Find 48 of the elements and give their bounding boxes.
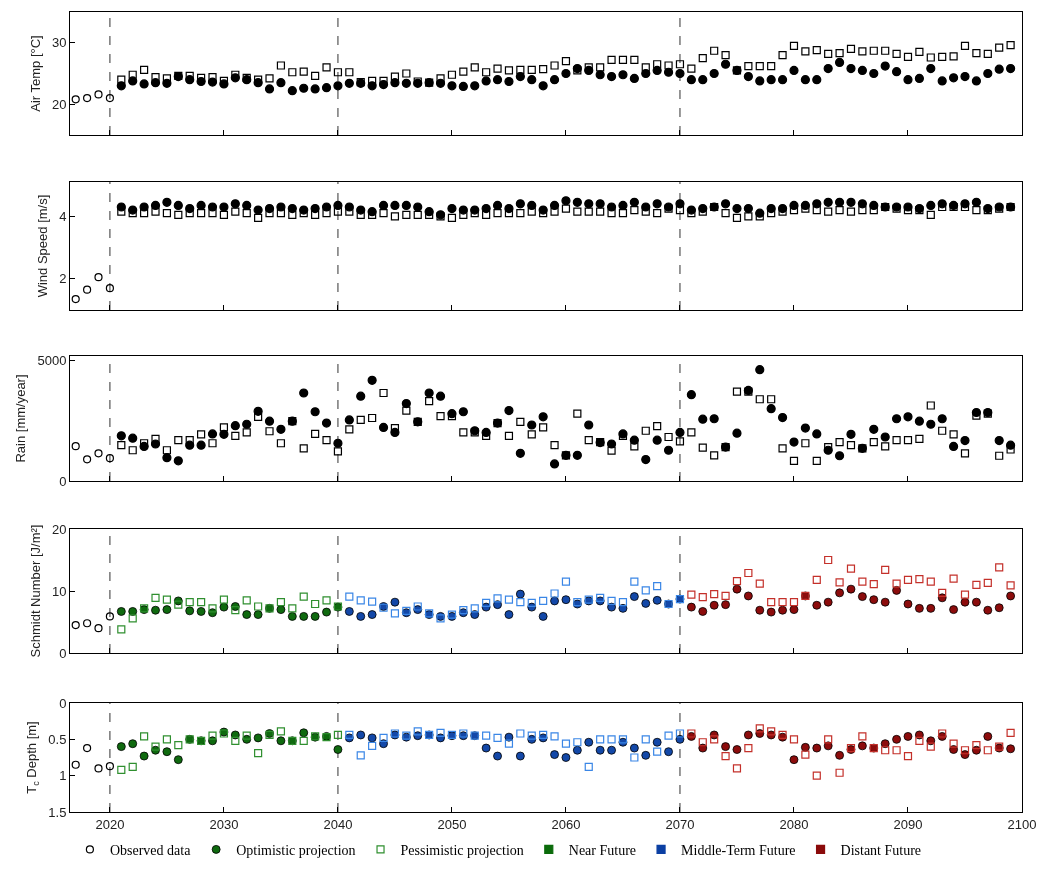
- y-tick-label: 10: [51, 583, 67, 599]
- point: [83, 455, 92, 464]
- y-tick-label: 2: [59, 271, 67, 287]
- legend-label: Pessimistic projection: [400, 842, 524, 858]
- x-tick-label: 2070: [665, 816, 695, 832]
- y-tick-label: 0: [59, 695, 67, 711]
- point: [71, 294, 80, 304]
- x-tick-label: 2040: [323, 816, 353, 832]
- y-tick-label: 1.5: [48, 804, 67, 820]
- y-axis-title: Rain [mm/year]: [13, 374, 29, 463]
- y-tick-label: 30: [51, 35, 67, 51]
- x-tick-label: 2100: [1007, 816, 1037, 832]
- point: [83, 619, 92, 628]
- y-axis-title: Wind Speed [m/s]: [35, 194, 51, 298]
- point: [94, 624, 103, 633]
- x-tick-label: 2080: [779, 816, 809, 832]
- y-tick-label: 20: [51, 521, 67, 537]
- y-axis-title: Schmidt Number [J/m²]: [27, 524, 43, 658]
- y-tick-label: 0: [59, 645, 67, 661]
- point: [105, 454, 114, 463]
- point: [83, 743, 92, 753]
- legend-label: Distant Future: [840, 842, 922, 858]
- y-tick-label: 4: [59, 208, 67, 224]
- legend-label: Observed data: [109, 842, 192, 858]
- point: [105, 284, 114, 293]
- x-tick-label: 2020: [95, 816, 125, 832]
- point: [94, 764, 103, 773]
- y-axis-title: Air Temp [°C]: [27, 35, 43, 112]
- y-tick-label: 1: [59, 768, 67, 784]
- y-tick-label: 0: [59, 473, 67, 489]
- x-tick-label: 2050: [437, 816, 467, 832]
- y-tick-label: 20: [51, 96, 67, 112]
- y-tick-label: 0.5: [48, 731, 67, 747]
- point: [83, 285, 92, 294]
- x-tick-label: 2090: [893, 816, 923, 832]
- point: [94, 449, 103, 458]
- point: [94, 273, 103, 282]
- legend-label: Near Future: [568, 842, 637, 858]
- point: [71, 442, 80, 451]
- point: [71, 621, 80, 630]
- legend-label: Optimistic projection: [236, 842, 356, 858]
- x-tick-label: 2030: [209, 816, 239, 832]
- legend-label: Middle-Term Future: [681, 842, 796, 858]
- x-tick-label: 2060: [551, 816, 581, 832]
- point: [105, 762, 114, 771]
- point: [105, 612, 114, 621]
- point: [71, 760, 80, 769]
- y-tick-label: 5000: [37, 353, 67, 369]
